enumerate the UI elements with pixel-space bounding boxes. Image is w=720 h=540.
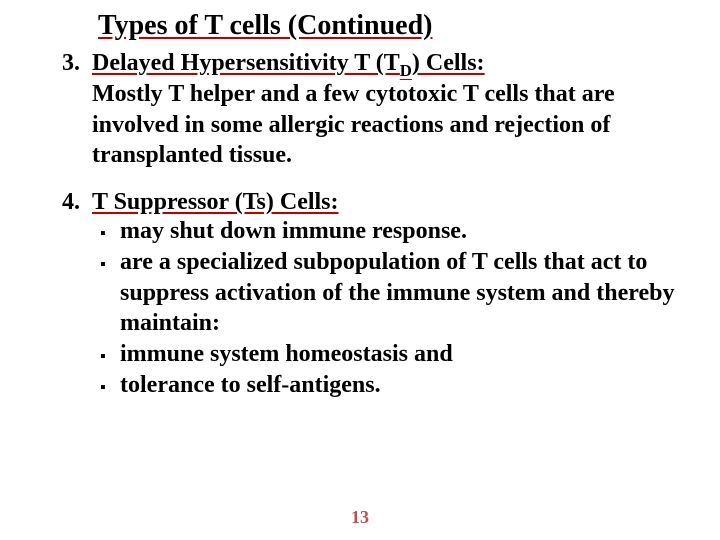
- square-bullet-icon: ▪: [100, 378, 120, 398]
- slide: Types of T cells (Continued) 3. Delayed …: [0, 0, 720, 540]
- item4-bullet-3: ▪immune system homeostasis and: [92, 339, 680, 370]
- square-bullet-icon: ▪: [100, 255, 120, 275]
- item4-bullet-4-text: tolerance to self-antigens.: [120, 372, 381, 398]
- item3-heading-post: ) Cells:: [412, 50, 485, 76]
- square-bullet-icon: ▪: [100, 347, 120, 367]
- square-bullet-icon: ▪: [100, 224, 120, 244]
- list-body-3: Delayed Hypersensitivity T (TD) Cells: M…: [92, 50, 680, 171]
- list-number-4: 4.: [40, 189, 92, 400]
- list-number-3: 3.: [40, 50, 92, 171]
- item3-description: Mostly T helper and a few cytotoxic T ce…: [92, 79, 680, 171]
- list-body-4: T Suppressor (Ts) Cells: ▪may shut down …: [92, 189, 680, 400]
- item3-heading: Delayed Hypersensitivity T (TD) Cells:: [92, 50, 680, 77]
- list-item-4: 4. T Suppressor (Ts) Cells: ▪may shut do…: [40, 189, 680, 400]
- item4-bullet-3-text: immune system homeostasis and: [120, 341, 453, 367]
- list-item-3: 3. Delayed Hypersensitivity T (TD) Cells…: [40, 50, 680, 171]
- item4-heading: T Suppressor (Ts) Cells:: [92, 189, 680, 216]
- item4-bullet-1: ▪may shut down immune response.: [92, 216, 680, 247]
- item3-heading-pre: Delayed Hypersensitivity T (T: [92, 50, 400, 76]
- item4-bullet-4: ▪tolerance to self-antigens.: [92, 370, 680, 401]
- item4-bullet-2: ▪are a specialized subpopulation of T ce…: [92, 247, 680, 339]
- slide-title: Types of T cells (Continued): [98, 10, 680, 42]
- item4-bullet-1-text: may shut down immune response.: [120, 218, 467, 244]
- page-number: 13: [0, 507, 720, 528]
- item3-heading-sub: D: [400, 61, 412, 80]
- item4-bullet-2-text: are a specialized subpopulation of T cel…: [120, 249, 674, 336]
